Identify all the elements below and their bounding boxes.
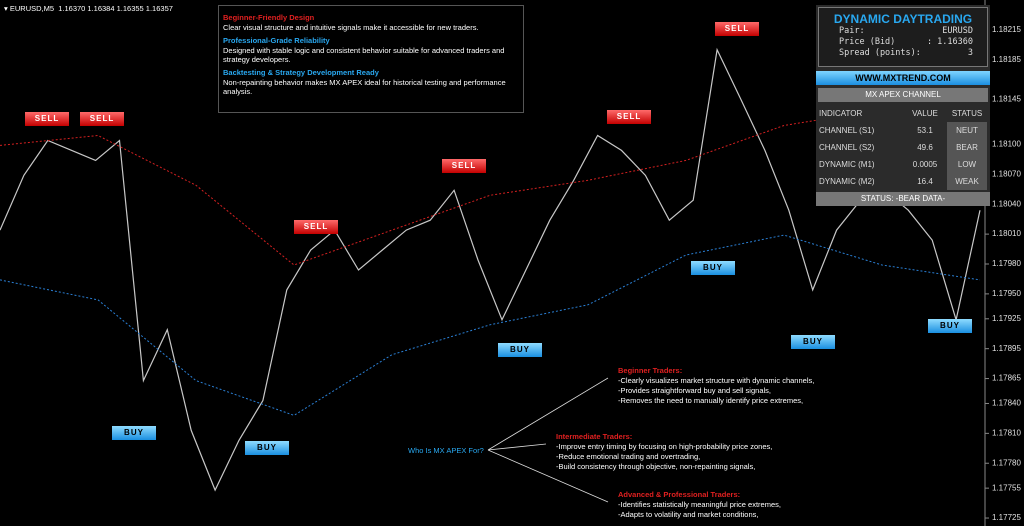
table-cell: CHANNEL (S2) (819, 143, 875, 152)
table-cell: 53.1 (917, 126, 933, 135)
group-item: -Build consistency through objective, no… (556, 462, 756, 471)
signal: SELL (442, 159, 486, 173)
y-tick-label: 1.17950 (992, 289, 1021, 298)
info-text: Non-repainting behavior makes MX APEX id… (223, 78, 506, 96)
website[interactable]: WWW.MXTREND.COM (816, 71, 990, 85)
table-row: CHANNEL (S2) 49.6 BEAR (816, 139, 990, 156)
info-title: Backtesting & Strategy Development Ready (223, 68, 379, 77)
connector (487, 443, 547, 451)
table-cell: 16.4 (917, 177, 933, 186)
panel-row: Pair: EURUSD (819, 26, 987, 37)
table-cell: 49.6 (917, 143, 933, 152)
table-cell: LOW (947, 156, 987, 173)
info-text: Clear visual structure and intuitive sig… (223, 23, 479, 32)
y-tick-label: 1.18145 (992, 95, 1021, 104)
audience-group: Beginner Traders: -Clearly visualizes mar… (618, 366, 814, 406)
channel-line (0, 234, 981, 416)
group-item: -Removes the need to manually identify p… (618, 396, 804, 405)
panel-cell: 3 (967, 48, 973, 58)
table-cell: DYNAMIC (M2) (819, 177, 875, 186)
signal: SELL (607, 110, 651, 124)
y-tick-label: 1.18185 (992, 55, 1021, 64)
table-cell: DYNAMIC (M1) (819, 160, 875, 169)
table-row: CHANNEL (S1) 53.1 NEUT (816, 122, 990, 139)
signal: SELL (80, 112, 124, 126)
y-tick-label: 1.17925 (992, 314, 1021, 323)
y-tick-label: 1.17980 (992, 259, 1021, 268)
y-tick-label: 1.18100 (992, 140, 1021, 149)
info-title: Professional-Grade Reliability (223, 36, 330, 45)
audience-group: Advanced & Professional Traders: -Identif… (618, 490, 781, 520)
symbol-header: ▾ EURUSD,M5 1.16370 1.16384 1.16355 1.16… (4, 4, 173, 13)
table-header: INDICATOR VALUE STATUS (816, 105, 990, 122)
group-title: Intermediate Traders: (556, 432, 633, 441)
y-tick-label: 1.17810 (992, 428, 1021, 437)
table-cell: 0.0005 (912, 160, 938, 169)
signal: BUY (112, 426, 156, 440)
dashboard-panel: DYNAMIC DAYTRADING Pair: EURUSD Price (Bid… (816, 5, 990, 206)
panel-cell: Pair: (839, 26, 865, 36)
y-tick-label: 1.17865 (992, 374, 1021, 383)
y-tick-label: 1.17840 (992, 399, 1021, 408)
y-tick-label: 1.18010 (992, 229, 1021, 238)
table-cell: NEUT (947, 122, 987, 139)
signal: SELL (25, 112, 69, 126)
group-item: -Reduce emotional trading and overtradin… (556, 452, 701, 461)
panel-cell: Spread (points): (839, 48, 921, 58)
signal: BUY (791, 335, 835, 349)
group-title: Advanced & Professional Traders: (618, 490, 741, 499)
table-cell: WEAK (947, 173, 987, 190)
y-tick-label: 1.18040 (992, 199, 1021, 208)
group-item: -Adapts to volatility and market conditi… (618, 510, 759, 519)
connector (487, 377, 609, 451)
info-title: Beginner-Friendly Design (223, 13, 315, 22)
col: INDICATOR (819, 109, 863, 118)
connector (487, 449, 609, 503)
col: STATUS (951, 109, 983, 118)
panel-row: Spread (points): 3 (819, 48, 987, 59)
panel-header: DYNAMIC DAYTRADING Pair: EURUSD Price (Bid… (818, 7, 988, 67)
signal: BUY (928, 319, 972, 333)
panel-cell: : 1.16360 (926, 37, 973, 47)
ohlc: 1.16370 1.16384 1.16355 1.16357 (58, 4, 173, 13)
signal: BUY (245, 441, 289, 455)
symbol: EURUSD,M5 (9, 4, 55, 13)
group-item: -Improve entry timing by focusing on hig… (556, 442, 773, 451)
y-tick-label: 1.17895 (992, 344, 1021, 353)
table-cell: BEAR (947, 139, 987, 156)
group-item: -Identifies statistically meaningful pri… (618, 500, 781, 509)
table-cell: CHANNEL (S1) (819, 126, 875, 135)
group-title: Beginner Traders: (618, 366, 683, 375)
question: Who Is MX APEX For? (408, 446, 484, 455)
signal: SELL (294, 220, 338, 234)
panel-title: DYNAMIC DAYTRADING (833, 12, 973, 26)
table-row: DYNAMIC (M2) 16.4 WEAK (816, 173, 990, 190)
channel-title: MX APEX CHANNEL (818, 88, 988, 102)
panel-cell: Price (Bid) (839, 37, 896, 47)
info-box: Beginner-Friendly Design Clear visual str… (218, 5, 524, 113)
y-tick-label: 1.18215 (992, 25, 1021, 34)
signal: BUY (498, 343, 542, 357)
panel-row: Price (Bid) : 1.16360 (819, 37, 987, 48)
y-tick-label: 1.17780 (992, 458, 1021, 467)
col: VALUE (912, 109, 938, 118)
group-item: -Provides straightforward buy and sell s… (618, 386, 771, 395)
y-tick-label: 1.17755 (992, 483, 1021, 492)
y-tick-label: 1.17725 (992, 513, 1021, 522)
y-tick-label: 1.18070 (992, 169, 1021, 178)
table-row: DYNAMIC (M1) 0.0005 LOW (816, 156, 990, 173)
signal: SELL (715, 22, 759, 36)
panel-cell: EURUSD (942, 26, 973, 36)
group-item: -Clearly visualizes market structure wit… (618, 376, 815, 385)
info-text: Designed with stable logic and consisten… (223, 46, 505, 64)
audience-group: Intermediate Traders: -Improve entry timi… (556, 432, 772, 472)
status: STATUS: -BEAR DATA- (816, 192, 990, 206)
price-line (0, 47, 981, 492)
signal: BUY (691, 261, 735, 275)
